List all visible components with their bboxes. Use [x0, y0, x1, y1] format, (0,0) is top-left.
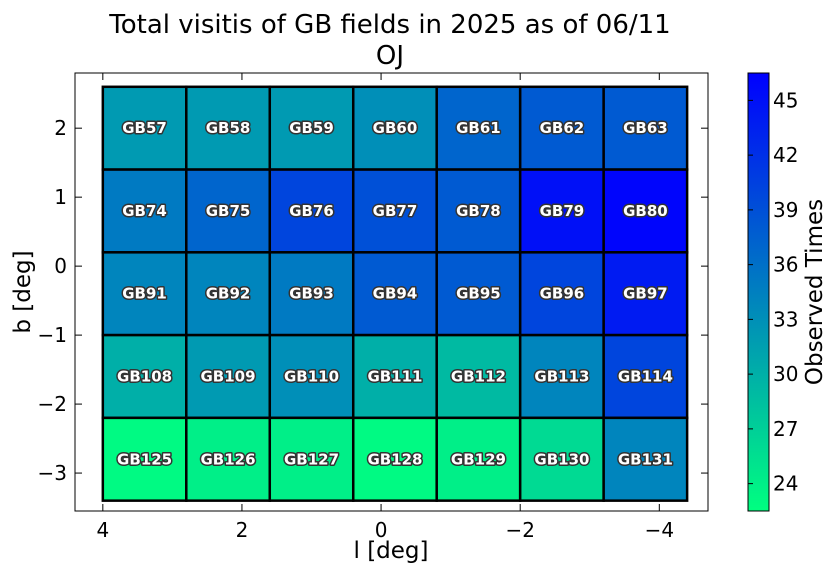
cell-label: GB111: [367, 367, 422, 385]
cell-label: GB57: [122, 119, 167, 137]
chart-subtitle: OJ: [376, 41, 404, 71]
x-tick-label: 0: [375, 518, 388, 542]
cell-label: GB79: [540, 202, 585, 220]
y-tick-label: −2: [38, 392, 67, 416]
heatmap-cell: [435, 85, 522, 171]
heatmap-cell: [602, 251, 689, 337]
cell-label: GB114: [618, 367, 673, 385]
y-tick-label: 2: [54, 116, 67, 140]
heatmap-cell: [101, 333, 188, 420]
heatmap-cell: [602, 416, 689, 502]
y-tick-label: 0: [54, 254, 67, 278]
heatmap-cell: [602, 333, 689, 420]
heatmap-cell: [185, 416, 272, 502]
cell-label: GB60: [373, 119, 418, 137]
x-tick-label: 2: [236, 518, 249, 542]
heatmap-cell: [185, 168, 272, 254]
heatmap-cell: [518, 251, 605, 337]
colorbar-ticks: 24 27 30 33 36 39 42 45: [748, 88, 798, 496]
colorbar-tick-label: 42: [773, 143, 798, 167]
cell-label: GB127: [284, 450, 339, 468]
cell-label: GB78: [456, 202, 501, 220]
x-axis: 4 2 0 −2 −4: [96, 73, 674, 542]
cell-label: GB92: [206, 285, 251, 303]
x-tick-label: −4: [645, 518, 674, 542]
cell-label: GB75: [206, 202, 251, 220]
cell-labels: GB57 GB58 GB59 GB60 GB61 GB62 GB63 GB74 GB75 GB76…: [116, 118, 675, 470]
cell-label: GB95: [456, 285, 501, 303]
heatmap-cell: [518, 416, 605, 502]
cell-label: GB58: [206, 119, 251, 137]
colorbar: [747, 72, 770, 512]
cell-label: GB96: [540, 285, 585, 303]
colorbar-tick-label: 27: [773, 417, 798, 441]
y-axis-label: b [deg]: [10, 250, 36, 333]
x-axis-label: l [deg]: [354, 538, 429, 564]
cell-label: GB59: [289, 119, 334, 137]
y-tick-label: 1: [54, 185, 67, 209]
cell-label: GB128: [367, 450, 422, 468]
y-tick-label: −1: [38, 323, 67, 347]
heatmap-cell: [101, 251, 188, 337]
chart-title: Total visitis of GB fields in 2025 as of…: [108, 10, 670, 40]
cell-label: GB109: [201, 367, 256, 385]
heatmap-cell: [435, 251, 522, 337]
cell-label: GB126: [201, 450, 256, 468]
cell-label: GB108: [117, 367, 172, 385]
colorbar-tick-label: 45: [773, 88, 798, 112]
heatmap-cell: [351, 251, 438, 337]
heatmap-cell: [602, 85, 689, 171]
cell-label: GB112: [451, 367, 506, 385]
cell-label: GB125: [117, 450, 172, 468]
cell-label: GB91: [122, 285, 167, 303]
heatmap-cell: [518, 168, 605, 254]
cell-label: GB74: [122, 202, 167, 220]
cell-label: GB61: [456, 119, 501, 137]
cell-label: GB94: [373, 285, 418, 303]
cell-label: GB131: [618, 450, 673, 468]
heatmap-cell: [435, 416, 522, 502]
y-axis: 2 1 0 −1 −2 −3: [38, 116, 708, 485]
colorbar-tick-label: 33: [773, 307, 798, 331]
cell-label: GB76: [289, 202, 334, 220]
heatmap-cell: [101, 85, 188, 171]
heatmap-cell: [185, 251, 272, 337]
cell-label: GB63: [623, 119, 668, 137]
colorbar-tick-label: 39: [773, 198, 798, 222]
cell-label: GB97: [623, 285, 668, 303]
cell-label: GB80: [623, 202, 668, 220]
colorbar-tick-label: 36: [773, 253, 798, 277]
heatmap-cell: [351, 168, 438, 254]
colorbar-tick-label: 30: [773, 362, 798, 386]
x-tick-label: −2: [505, 518, 534, 542]
colorbar-label: Observed Times: [802, 199, 828, 385]
cell-label: GB93: [289, 285, 334, 303]
x-tick-label: 4: [96, 518, 109, 542]
cell-label: GB77: [373, 202, 418, 220]
cell-label: GB130: [534, 450, 589, 468]
cell-label: GB129: [451, 450, 506, 468]
cell-label: GB113: [534, 367, 589, 385]
cell-label: GB62: [540, 119, 585, 137]
colorbar-tick-label: 24: [773, 472, 798, 496]
heatmap-cell: [435, 333, 522, 420]
y-tick-label: −3: [38, 461, 67, 485]
cell-label: GB110: [284, 367, 339, 385]
heatmap-cells: [101, 85, 689, 502]
